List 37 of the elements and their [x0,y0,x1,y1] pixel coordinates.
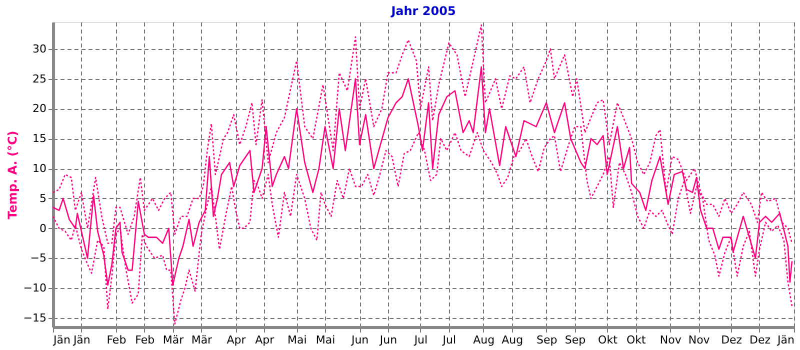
x-tick-label: Jun [378,334,398,346]
x-tick-label: Mär [162,334,184,346]
y-tick-label: −15 [23,312,46,325]
x-tick-label: Dez [721,334,742,346]
x-tick-label: Dez [749,334,771,346]
x-tick-label: Jän [776,334,795,346]
y-tick-label: −5 [30,252,46,265]
chart-title: Jahr 2005 [390,4,456,18]
y-tick-label: 25 [32,72,46,86]
y-tick-label: 20 [32,102,46,116]
y-tick-label: 30 [32,42,46,56]
x-tick-label: Jän [52,334,70,346]
x-tick-label: Jul [413,334,428,346]
y-tick-label: 0 [40,222,46,235]
x-tick-label: Feb [135,334,155,346]
x-tick-label: Jun [350,334,369,346]
y-tick-label: −10 [23,282,46,295]
x-tick-label: Aug [473,334,495,346]
x-tick-label: Mai [316,334,336,346]
x-tick-label: Apr [226,334,246,346]
x-tick-label: Nov [660,334,682,346]
x-tick-label: Nov [688,334,710,346]
x-tick-label: Sep [536,334,558,346]
y-tick-label: 15 [32,132,46,146]
y-axis-title: Temp. A. (°C) [5,130,20,220]
x-tick-label: Apr [255,334,275,346]
x-tick-label: Okt [598,334,618,346]
x-tick-label: Jul [442,334,456,346]
x-tick-label: Jän [72,334,90,346]
y-tick-label: 10 [32,162,46,176]
x-tick-label: Sep [564,334,586,346]
x-tick-label: Mai [287,334,307,346]
x-tick-label: Okt [626,334,647,346]
x-tick-label: Aug [502,334,524,346]
x-tick-label: Feb [106,334,126,346]
x-tick-label: Mär [191,334,213,346]
y-tick-label: 5 [40,192,46,205]
